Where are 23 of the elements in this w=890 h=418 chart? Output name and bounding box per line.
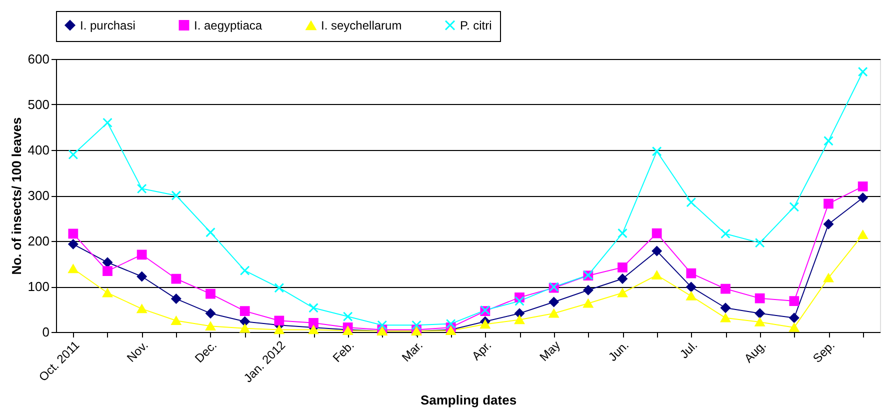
x-axis-title: Sampling dates (420, 392, 517, 408)
x-tick-label: Jun. (606, 338, 632, 364)
y-tick-label: 200 (28, 234, 50, 248)
x-tick-label: Feb. (330, 338, 357, 365)
x-tick-label: May (536, 338, 563, 364)
legend-label: I. purchasi (80, 18, 136, 32)
y-tick-label: 500 (28, 97, 50, 112)
y-tick-label: 600 (28, 52, 50, 66)
y-axis-title: No. of insects/ 100 leaves (8, 117, 24, 275)
y-tick-label: 100 (28, 279, 50, 294)
x-tick-label: Jul. (677, 338, 700, 362)
x-tick-label: Aug. (741, 338, 769, 366)
x-tick-label: Mar. (399, 338, 426, 364)
x-tick-label: Nov. (124, 338, 151, 365)
y-tick-label: 0 (42, 324, 50, 340)
x-tick-label: Dec. (192, 338, 220, 366)
legend-label: I. aegyptiaca (194, 18, 262, 32)
legend-label: I. seychellarum (321, 18, 402, 33)
y-tick-label: 400 (28, 142, 50, 158)
x-tick-label: Sep. (810, 338, 838, 366)
x-tick-label: Apr. (469, 338, 494, 364)
legend-label: P. citri (460, 18, 492, 32)
y-tick-label: 300 (28, 188, 50, 203)
